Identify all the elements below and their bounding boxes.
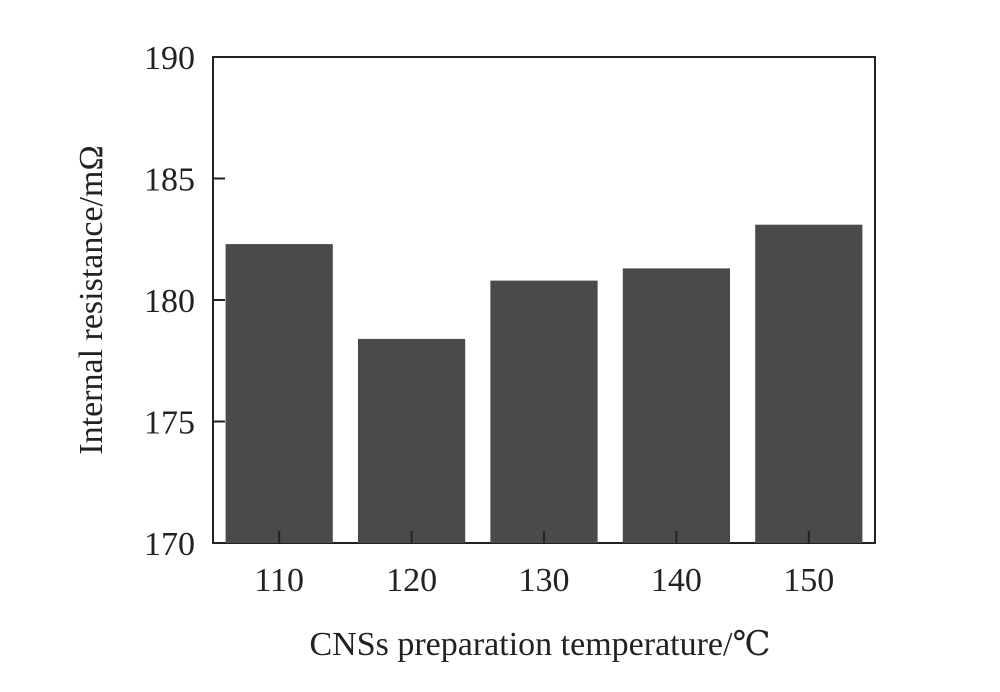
y-tick-label-190: 190 — [144, 40, 195, 77]
bar-140 — [622, 268, 730, 543]
y-tick-label-170: 170 — [144, 526, 195, 563]
x-axis-ticks: 110 120 130 140 150 — [254, 531, 834, 599]
y-tick-label-175: 175 — [144, 405, 195, 442]
bar-130 — [490, 280, 598, 543]
bars-group — [225, 224, 863, 543]
y-tick-label-180: 180 — [144, 283, 195, 320]
x-tick-label-110: 110 — [254, 562, 304, 599]
y-tick-label-185: 185 — [144, 162, 195, 199]
bar-150 — [755, 224, 863, 543]
x-tick-label-130: 130 — [519, 562, 570, 599]
y-axis-title: Internal resistance/mΩ — [73, 145, 110, 454]
x-tick-label-120: 120 — [386, 562, 437, 599]
bar-110 — [225, 244, 333, 543]
y-axis-ticks: 170 175 180 185 190 — [144, 40, 225, 563]
x-axis-title: CNSs preparation temperature/℃ — [309, 626, 770, 663]
x-tick-label-140: 140 — [651, 562, 702, 599]
x-tick-label-150: 150 — [783, 562, 834, 599]
bar-120 — [358, 338, 466, 543]
